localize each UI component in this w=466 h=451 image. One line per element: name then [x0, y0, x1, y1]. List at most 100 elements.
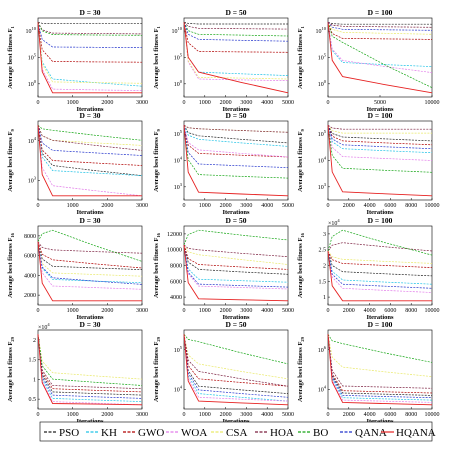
series-line-hqana	[37, 22, 142, 94]
series-line-gwo	[327, 125, 433, 146]
series-line-csa	[37, 241, 143, 277]
series-line-qana	[37, 241, 143, 285]
series-line-bo	[37, 124, 143, 141]
x-tick-label: 1000	[199, 308, 211, 314]
series-line-kh	[37, 241, 143, 284]
series-line-csa	[183, 334, 289, 380]
series-line-bo	[37, 22, 143, 36]
y-tick-label: 4000	[170, 295, 182, 301]
x-tick-label: 2000	[343, 412, 355, 418]
chart-panel: D = 100 0 5000 10000 100 105 1010 Iterations Ave…	[297, 8, 440, 113]
y-axis-label: Average best fitness F9	[7, 128, 15, 191]
series-line-csa	[327, 124, 432, 134]
y-axis-label: Average best fitness F29	[7, 336, 15, 402]
series-line-hqana	[183, 334, 289, 406]
y-tick-label: 3	[323, 232, 326, 238]
y-tick-label: 105	[174, 345, 183, 354]
series-line-pso	[327, 21, 432, 25]
y-tick-label: 2	[323, 264, 326, 270]
series-line-woa	[183, 125, 289, 158]
series-line-qana	[183, 22, 289, 42]
x-tick-label: 10000	[425, 412, 440, 418]
y-axis-label: Average best fitness F29	[153, 336, 161, 402]
x-axis-label: Iterations	[222, 314, 250, 321]
series-line-hoa	[327, 124, 432, 130]
series-line-gwo	[37, 22, 143, 63]
series-line-woa	[37, 334, 143, 406]
x-axis-label: Iterations	[222, 418, 250, 425]
y-tick-label: 6000	[170, 279, 182, 285]
x-tick-label: 1000	[67, 203, 79, 209]
chart-title: D = 30	[80, 216, 101, 225]
x-tick-label: 10000	[425, 203, 440, 209]
series-line-pso	[183, 334, 289, 394]
x-tick-label: 3000	[136, 308, 148, 314]
y-tick-label: 1010	[172, 26, 183, 35]
chart-panel: D = 100 0 2000 4000 6000 8000 10000 104 106 Itera…	[297, 320, 440, 425]
y-tick-label: 1010	[316, 26, 327, 35]
x-tick-label: 3000	[240, 100, 252, 106]
plot-frame	[37, 17, 143, 98]
x-tick-label: 5000	[282, 203, 294, 209]
y-tick-label: 104	[318, 156, 327, 165]
x-tick-label: 2000	[343, 203, 355, 209]
x-tick-label: 4000	[261, 203, 273, 209]
y-tick-label: 2	[33, 338, 36, 344]
series-line-woa	[183, 244, 289, 290]
series-line-kh	[327, 22, 433, 67]
y-tick-label: 103	[174, 182, 183, 191]
y-tick-label: 1	[33, 377, 36, 383]
series-line-bo	[37, 229, 143, 262]
plot-frame	[183, 329, 289, 410]
y-tick-label: 4000	[24, 273, 36, 279]
x-tick-label: 0	[183, 100, 186, 106]
y-tick-label: 1.5	[319, 279, 327, 285]
x-tick-label: 2000	[101, 412, 113, 418]
series-line-hoa	[183, 244, 289, 258]
series-line-hoa	[37, 334, 143, 390]
x-tick-label: 0	[327, 203, 330, 209]
x-tick-label: 2000	[343, 308, 355, 314]
series-line-hqana	[327, 334, 433, 406]
series-line-woa	[327, 22, 433, 73]
legend: PSO KH GWO WOA CSA HOA BO QANA HQANA	[39, 421, 436, 442]
series-line-bo	[327, 22, 433, 89]
series-line-hoa	[183, 124, 289, 133]
x-axis-label: Iterations	[366, 418, 394, 425]
series-line-kh	[37, 22, 143, 87]
series-line-qana	[37, 334, 143, 399]
y-axis-label: Average best fitness F9	[297, 128, 305, 191]
legend-label-qana: QANA	[355, 427, 387, 439]
series-line-qana	[327, 125, 433, 150]
y-axis-label: Average best fitness F16	[297, 232, 305, 298]
series-line-kh	[37, 125, 143, 176]
series-line-hoa	[327, 21, 433, 28]
plot-frame	[37, 225, 143, 306]
y-tick-label: 104	[318, 384, 327, 393]
series-line-csa	[327, 334, 433, 377]
y-axis-label: Average best fitness F1	[297, 25, 305, 88]
x-tick-label: 4000	[261, 412, 273, 418]
series-line-pso	[327, 334, 433, 396]
series-line-csa	[327, 22, 433, 35]
chart-panel: D = 30 0 1000 2000 3000 0.5 1 1.5 2 ×104 Iteration…	[7, 320, 148, 425]
x-tick-label: 0	[37, 100, 40, 106]
y-tick-label: 100	[174, 79, 183, 88]
y-tick-label: 1010	[26, 26, 37, 35]
x-axis-label: Iterations	[222, 209, 250, 216]
series-line-bo	[183, 22, 289, 37]
series-line-bo	[183, 125, 289, 179]
plot-frame	[327, 329, 433, 410]
y-tick-label: 105	[174, 53, 183, 62]
plot-frame	[37, 329, 143, 410]
series-line-hoa	[327, 334, 433, 389]
x-tick-label: 6000	[384, 412, 396, 418]
y-tick-label: 103	[318, 182, 327, 191]
series-line-woa	[183, 334, 289, 402]
series-line-bo	[327, 125, 433, 173]
series-line-hqana	[183, 22, 289, 94]
series-line-hqana	[37, 241, 142, 302]
x-tick-label: 4000	[364, 412, 376, 418]
x-tick-label: 5000	[282, 100, 294, 106]
